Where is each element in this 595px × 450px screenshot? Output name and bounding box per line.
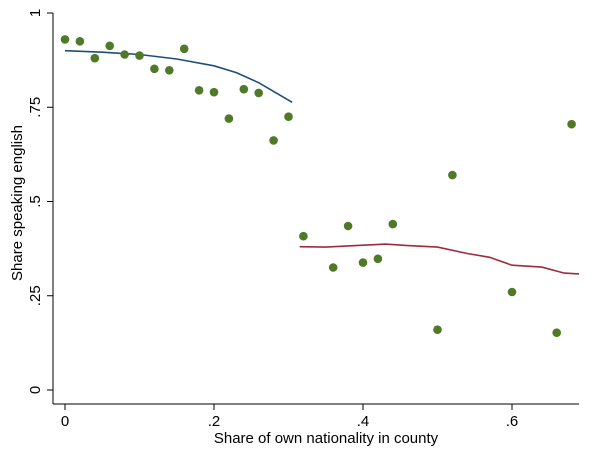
data-point [194, 86, 204, 95]
data-point [299, 231, 308, 241]
y-tick-label: .75 [27, 97, 44, 118]
x-axis-title: Share of own nationality in county [214, 430, 439, 447]
x-tick-label: .4 [357, 413, 370, 430]
data-point [269, 136, 278, 145]
data-point [209, 87, 219, 97]
data-point [75, 37, 85, 46]
y-tick-label: .25 [27, 285, 44, 306]
data-point [239, 84, 249, 94]
data-points [60, 35, 576, 338]
data-point [358, 258, 368, 267]
fit-line-2 [299, 243, 580, 275]
data-point [567, 119, 576, 129]
axes: 0 .25 .5 .75 1 0 .2 .4 .6 [27, 9, 580, 430]
data-point [284, 112, 293, 121]
data-point [60, 35, 70, 44]
y-tick-label: .5 [27, 195, 44, 208]
x-tick-label: .6 [506, 413, 519, 430]
fit-lines [64, 49, 580, 275]
data-point [120, 50, 129, 59]
data-point [552, 328, 561, 338]
data-point [373, 254, 383, 264]
data-point [179, 44, 189, 54]
y-axis-title: Share speaking english [9, 125, 26, 281]
data-point [433, 325, 442, 335]
data-point [224, 114, 234, 123]
data-point [448, 170, 457, 180]
data-point [135, 51, 144, 60]
data-point [150, 64, 159, 74]
data-point [165, 66, 174, 75]
data-point [90, 53, 100, 63]
fit-line-1 [64, 49, 293, 103]
data-point [507, 287, 517, 297]
data-point [328, 263, 338, 272]
data-point [388, 219, 398, 229]
y-tick-label: 1 [27, 9, 44, 17]
data-point [105, 41, 114, 51]
data-point [343, 221, 353, 231]
x-tick-label: 0 [61, 413, 69, 430]
x-tick-label: .2 [208, 413, 221, 430]
data-point [254, 88, 263, 98]
y-tick-label: 0 [27, 386, 44, 394]
